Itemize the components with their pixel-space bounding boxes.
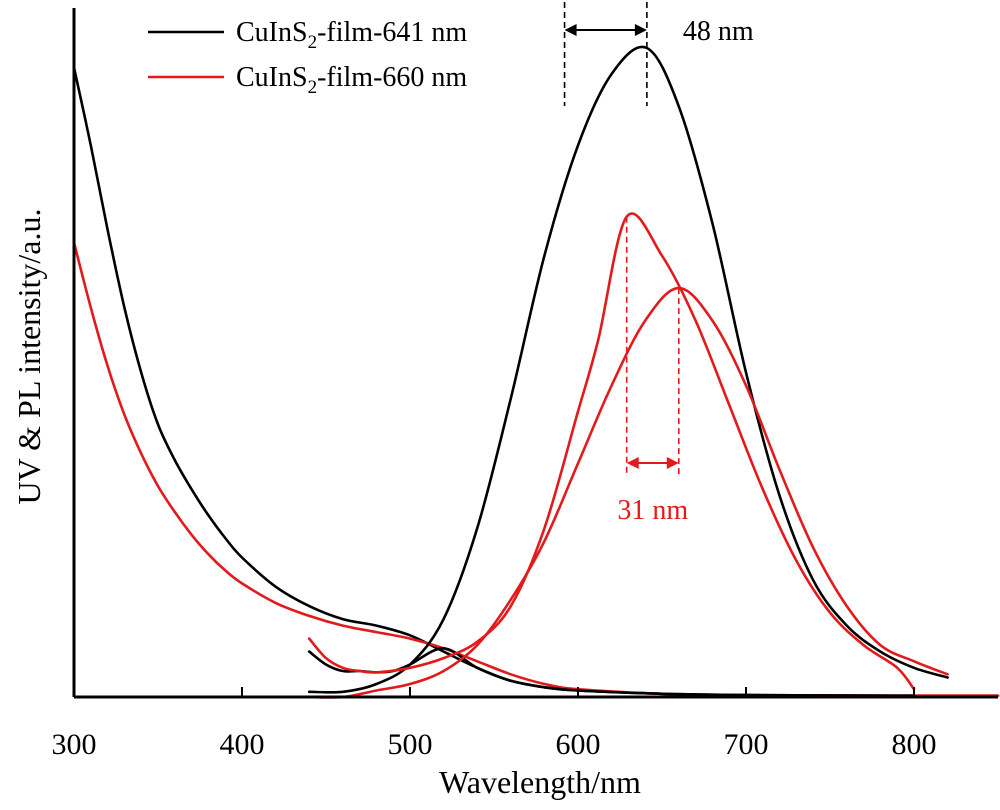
series-line-5 (307, 286, 949, 699)
anno-48-label: 48 nm (683, 16, 754, 47)
legend-label-2: CuInS2-film-660 nm (236, 62, 467, 98)
legend: CuInS2-film-641 nm CuInS2-film-660 nm (148, 17, 467, 98)
series-line-4 (307, 646, 916, 697)
peak-shift-annotations: 48 nm 31 nm (563, 2, 754, 526)
series-line-2 (72, 241, 1000, 698)
series-line-1 (72, 66, 1000, 698)
series-line-3 (307, 45, 949, 694)
series-line-6 (307, 212, 916, 691)
anno-48-arrowhead-right (634, 24, 647, 36)
x-tick-label-700: 700 (724, 728, 769, 761)
x-tick-label-500: 500 (388, 728, 433, 761)
anno-48-arrowhead-left (564, 24, 577, 36)
x-tick-label-800: 800 (892, 728, 937, 761)
legend-label-1: CuInS2-film-641 nm (236, 17, 467, 53)
plot-area (72, 45, 1000, 699)
anno-31-arrowhead-right (666, 457, 679, 469)
anno-31-arrowhead-left (626, 457, 639, 469)
x-ticks: 300 400 500 600 700 800 (52, 687, 937, 761)
x-tick-label-600: 600 (556, 728, 601, 761)
x-tick-label-400: 400 (220, 728, 265, 761)
x-axis-title: Wavelength/nm (439, 764, 641, 800)
x-tick-label-300: 300 (52, 728, 97, 761)
anno-31-label: 31 nm (617, 495, 688, 526)
y-axis-title: UV & PL intensity/a.u. (11, 209, 47, 505)
